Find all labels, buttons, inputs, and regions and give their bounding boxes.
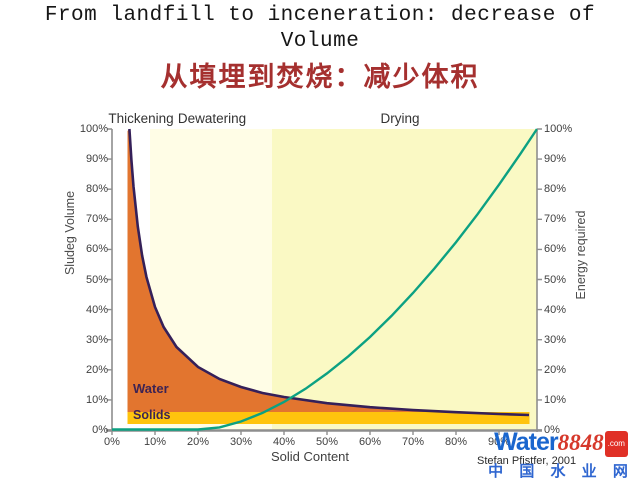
tick-label: 40% xyxy=(85,303,108,316)
tick-label: 30% xyxy=(85,333,108,346)
right-axis-ticks xyxy=(537,128,542,431)
tick-label: 20% xyxy=(544,363,567,376)
water-area-label: Water xyxy=(133,381,169,396)
tick-label: 90% xyxy=(85,153,108,166)
tick-label: 100% xyxy=(544,123,573,135)
solids-band xyxy=(127,412,530,424)
tick-label: 20% xyxy=(85,363,108,376)
watermark-logo: Water8848 .com xyxy=(486,430,636,458)
tick-label: 50% xyxy=(544,273,567,286)
tick-label: 0% xyxy=(104,436,120,448)
tick-label: 90% xyxy=(544,153,567,166)
x-axis-title: Solid Content xyxy=(270,449,350,464)
tick-label: 80% xyxy=(544,183,567,196)
tick-label: 0% xyxy=(92,424,108,436)
page-title: From landfill to inceneration: decrease … xyxy=(0,3,640,55)
energy-required-curve xyxy=(112,128,538,431)
tick-label: 60% xyxy=(85,243,108,256)
watermark: Water8848 .com 中 国 水 业 网 xyxy=(486,430,636,480)
tick-label: 20% xyxy=(186,436,210,448)
zone-label-dewatering: Dewatering xyxy=(177,111,247,126)
right-axis-title: Energy required xyxy=(574,210,588,300)
bottom-axis-ticks xyxy=(111,431,500,435)
tick-label: 60% xyxy=(358,436,382,448)
tick-label: 40% xyxy=(272,436,296,448)
tick-label: 100% xyxy=(79,123,108,135)
water-area xyxy=(127,129,425,412)
tick-label: 30% xyxy=(229,436,253,448)
title-line-2: Volume xyxy=(280,30,360,53)
tick-label: 70% xyxy=(85,213,108,226)
tick-label: 70% xyxy=(401,436,425,448)
tick-label: 40% xyxy=(544,303,567,316)
tick-label: 60% xyxy=(544,243,567,256)
zone-label-thickening: Thickening xyxy=(108,111,174,126)
tick-label: 10% xyxy=(544,393,567,406)
tick-label: 0% xyxy=(544,424,560,436)
tick-label: 50% xyxy=(85,273,108,286)
sludge-volume-curve xyxy=(128,128,530,417)
tick-label: 80% xyxy=(85,183,108,196)
tick-label: 10% xyxy=(143,436,167,448)
tick-label: 30% xyxy=(544,333,567,346)
tick-label: 50% xyxy=(315,436,339,448)
title-line-1: From landfill to inceneration: decrease … xyxy=(44,4,596,27)
page-subtitle-chinese: 从填埋到焚烧：减少体积 xyxy=(160,62,480,92)
watermark-tld-badge: .com xyxy=(604,431,628,457)
tick-label: 80% xyxy=(444,436,468,448)
watermark-number: 8848 xyxy=(557,430,604,455)
left-axis-ticks xyxy=(107,128,112,431)
left-axis-title: Sludeg Volume xyxy=(63,190,77,276)
watermark-brand: Water xyxy=(494,428,559,456)
zone-label-drying: Drying xyxy=(380,111,420,126)
attribution-text: Stefan Pfistfer, 2001 xyxy=(477,455,577,467)
tick-label: 10% xyxy=(85,393,108,406)
watermark-chinese-name: 中 国 水 业 网 xyxy=(488,463,634,480)
tick-label: 90% xyxy=(487,436,511,448)
solids-band-label: Solids xyxy=(133,408,171,422)
tick-label: 70% xyxy=(544,213,567,226)
